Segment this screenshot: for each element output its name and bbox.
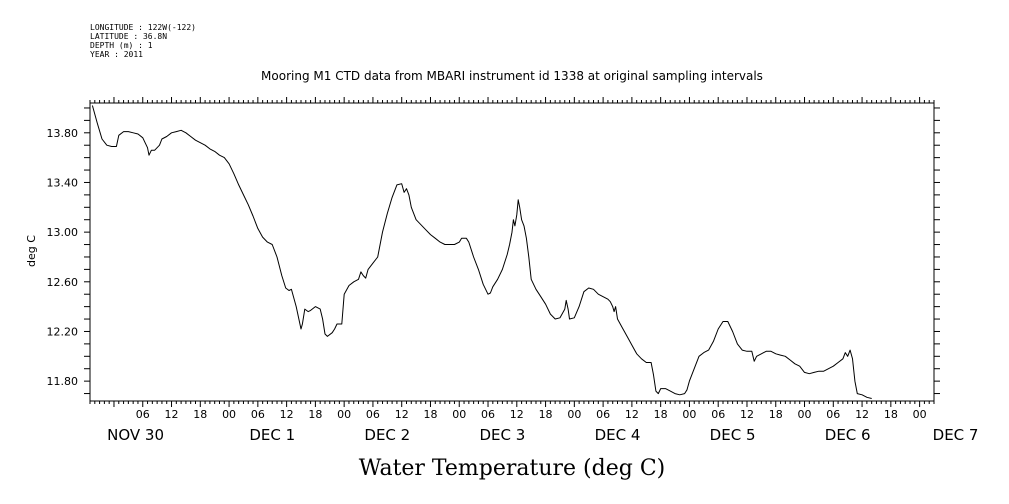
x-hour-label: 18: [539, 408, 553, 421]
x-hour-label: 00: [222, 408, 236, 421]
x-day-label: DEC 4: [595, 426, 641, 444]
x-hour-label: 12: [510, 408, 524, 421]
x-hour-label: 06: [481, 408, 495, 421]
x-hour-label: 00: [567, 408, 581, 421]
x-hour-label: 18: [423, 408, 437, 421]
x-hour-label: 18: [308, 408, 322, 421]
x-hour-label: 06: [251, 408, 265, 421]
y-tick-label: 12.60: [47, 276, 79, 289]
x-day-label: DEC 1: [249, 426, 295, 444]
x-tick-labels: 06 12 18 00 06 12 18 00 06 12 18 00 06 12 18 00 06 12 18 00…: [107, 408, 978, 444]
x-day-label: DEC 6: [825, 426, 871, 444]
x-hour-label: 12: [855, 408, 869, 421]
x-hour-label: 12: [280, 408, 294, 421]
x-hour-label: 00: [798, 408, 812, 421]
x-hour-label: 12: [740, 408, 754, 421]
meta-depth: DEPTH (m) : 1: [90, 41, 153, 50]
x-hour-label: 12: [625, 408, 639, 421]
y-tick-label: 13.00: [47, 226, 79, 239]
x-hour-label: 00: [682, 408, 696, 421]
x-day-label: DEC 3: [479, 426, 525, 444]
x-hour-label: 06: [596, 408, 610, 421]
x-hour-label: 06: [711, 408, 725, 421]
x-hour-label: 18: [769, 408, 783, 421]
x-day-label: DEC 2: [364, 426, 410, 444]
x-hour-label: 00: [913, 408, 927, 421]
tick-marks: [84, 97, 940, 407]
x-hour-label: 00: [452, 408, 466, 421]
series-group: [91, 105, 872, 399]
x-hour-label: 18: [884, 408, 898, 421]
x-hour-label: 06: [366, 408, 380, 421]
y-tick-labels: 11.80 12.20 12.60 13.00 13.40 13.80: [47, 127, 79, 388]
x-hour-label: 00: [337, 408, 351, 421]
x-day-label: DEC 7: [933, 426, 979, 444]
plot-frame: [89, 102, 935, 402]
x-hour-label: 18: [654, 408, 668, 421]
y-tick-label: 13.80: [47, 127, 79, 140]
y-tick-label: 13.40: [47, 176, 79, 189]
x-day-label: DEC 5: [710, 426, 756, 444]
x-hour-label: 18: [193, 408, 207, 421]
meta-longitude: LONGITUDE : 122W(-122): [90, 23, 196, 32]
y-tick-label: 11.80: [47, 375, 79, 388]
x-axis-label: Water Temperature (deg C): [359, 456, 666, 481]
series-line: [91, 105, 872, 399]
meta-latitude: LATITUDE : 36.8N: [90, 32, 167, 41]
x-hour-label: 12: [395, 408, 409, 421]
x-hour-label: 06: [826, 408, 840, 421]
chart-title: Mooring M1 CTD data from MBARI instrumen…: [261, 69, 763, 83]
x-day-label: NOV 30: [107, 426, 164, 444]
x-hour-label: 06: [136, 408, 150, 421]
y-axis-label: deg C: [25, 235, 38, 267]
meta-year: YEAR : 2011: [90, 50, 143, 59]
y-tick-label: 12.20: [47, 325, 79, 338]
x-hour-label: 12: [165, 408, 179, 421]
